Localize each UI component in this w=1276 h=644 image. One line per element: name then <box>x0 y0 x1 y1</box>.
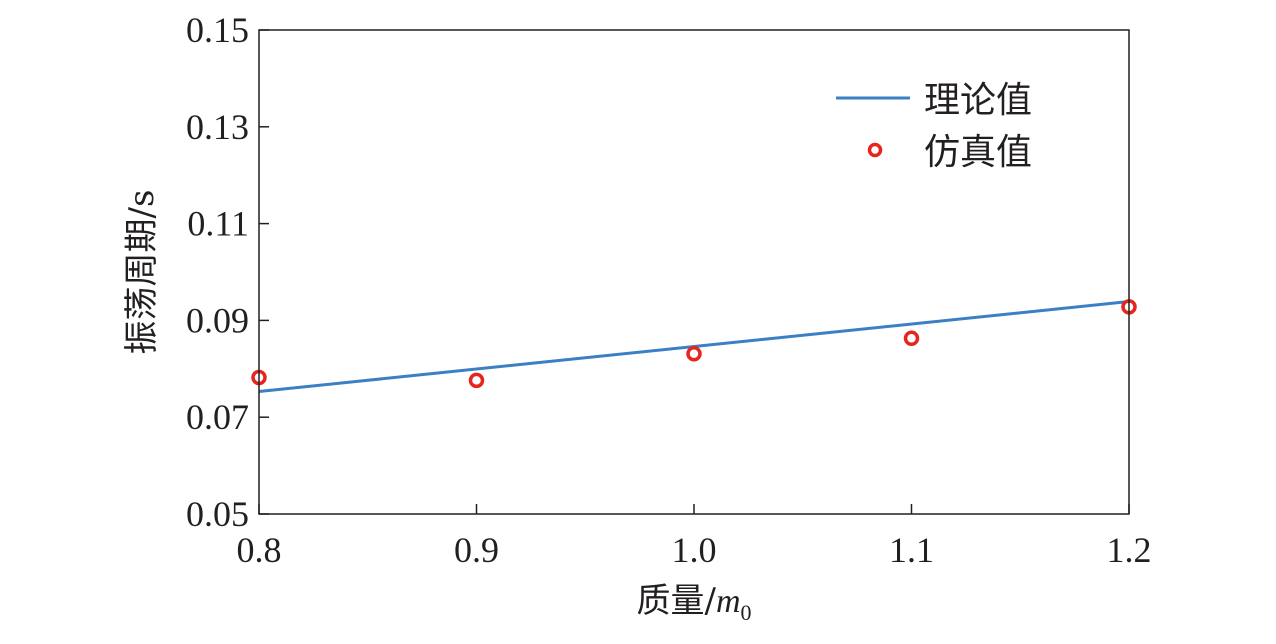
data-point-simulated <box>468 372 485 389</box>
legend-marker-swatch <box>867 142 883 158</box>
x-tick-label: 1.1 <box>889 530 934 570</box>
x-axis-title: 质量/m0 <box>636 581 751 625</box>
legend-label-theoretical: 理论值 <box>924 80 1032 121</box>
data-point-simulated <box>903 330 920 347</box>
y-axis-title: 振荡周期/s <box>122 190 162 355</box>
x-tick-label: 0.9 <box>454 530 499 570</box>
y-tick-label: 0.15 <box>186 10 249 50</box>
x-tick-label: 1.0 <box>672 530 717 570</box>
y-tick-label: 0.09 <box>186 300 249 340</box>
data-point-simulated <box>686 346 702 362</box>
legend-label-simulated: 仿真值 <box>924 132 1032 173</box>
y-tick-label: 0.05 <box>186 494 249 534</box>
y-tick-label: 0.07 <box>186 397 249 437</box>
x-tick-label: 1.2 <box>1107 530 1152 570</box>
y-tick-label: 0.13 <box>186 107 249 147</box>
y-tick-label: 0.11 <box>187 204 249 244</box>
x-tick-label: 0.8 <box>237 530 282 570</box>
